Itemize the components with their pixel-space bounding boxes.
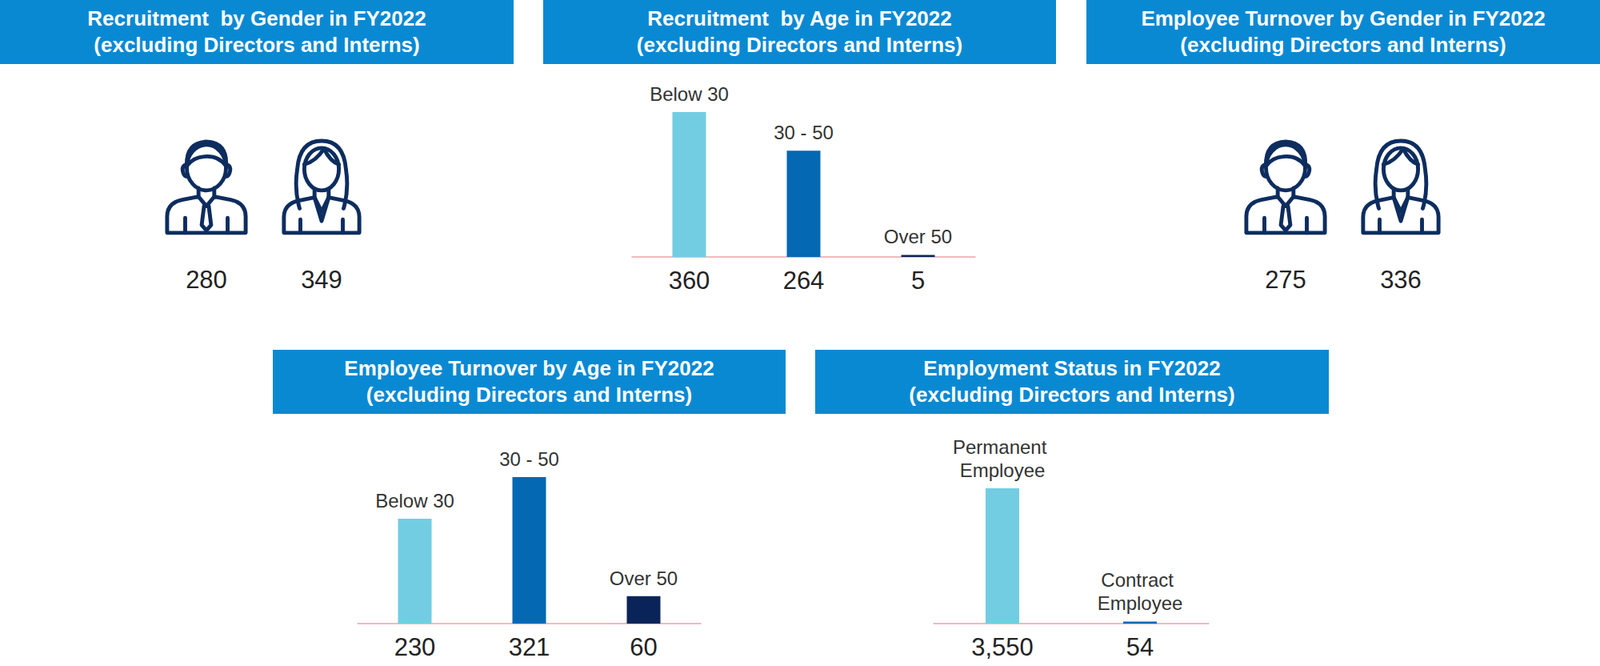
svg-text:30 - 50: 30 - 50: [773, 121, 834, 144]
svg-text:Below 30: Below 30: [375, 489, 455, 512]
html-text:(excluding Directors and Inter: (excluding Directors and Interns): [636, 32, 963, 57]
svg-text:264: 264: [783, 266, 825, 295]
html-text:(excluding Directors and Inter: (excluding Directors and Interns): [366, 382, 693, 407]
svg-text:360: 360: [668, 266, 711, 295]
html-text:349: 349: [300, 265, 343, 294]
html-text:(excluding Directors and Inter: (excluding Directors and Interns): [1180, 32, 1507, 57]
html-text:(excluding Directors and Inter: (excluding Directors and Interns): [909, 382, 1235, 407]
svg-text:Employee: Employee: [1097, 592, 1184, 614]
svg-text:Permanent: Permanent: [952, 436, 1052, 458]
svg-text:5: 5: [911, 266, 925, 295]
svg-text:54: 54: [1126, 632, 1154, 661]
html-text:275: 275: [1264, 265, 1307, 294]
html-text:Employment Status in FY2022: Employment Status in FY2022: [923, 356, 1221, 380]
svg-text:Below 30: Below 30: [649, 83, 729, 105]
svg-text:Over 50: Over 50: [884, 225, 952, 248]
html-text:280: 280: [185, 265, 228, 294]
svg-text:Over 50: Over 50: [609, 567, 678, 589]
html-text:Employee Turnover by Gender in: Employee Turnover by Gender in FY2022: [1141, 6, 1546, 31]
svg-text:30 - 50: 30 - 50: [499, 448, 560, 470]
svg-text:Employee: Employee: [960, 459, 1046, 481]
html-text:Recruitment by Gender in FY202: Recruitment by Gender in FY2022: [87, 6, 427, 31]
html-text:Recruitment by Age in FY2022: Recruitment by Age in FY2022: [647, 6, 952, 31]
html-text:Employee Turnover by Age in FY: Employee Turnover by Age in FY2022: [344, 356, 715, 380]
svg-text:321: 321: [508, 632, 551, 661]
svg-text:60: 60: [629, 632, 657, 661]
svg-text:230: 230: [394, 632, 436, 661]
svg-text:3,550: 3,550: [971, 632, 1034, 661]
html-text:(excluding Directors and Inter: (excluding Directors and Interns): [93, 32, 420, 57]
svg-text:Contract: Contract: [1100, 568, 1179, 591]
html-text:336: 336: [1380, 265, 1422, 294]
